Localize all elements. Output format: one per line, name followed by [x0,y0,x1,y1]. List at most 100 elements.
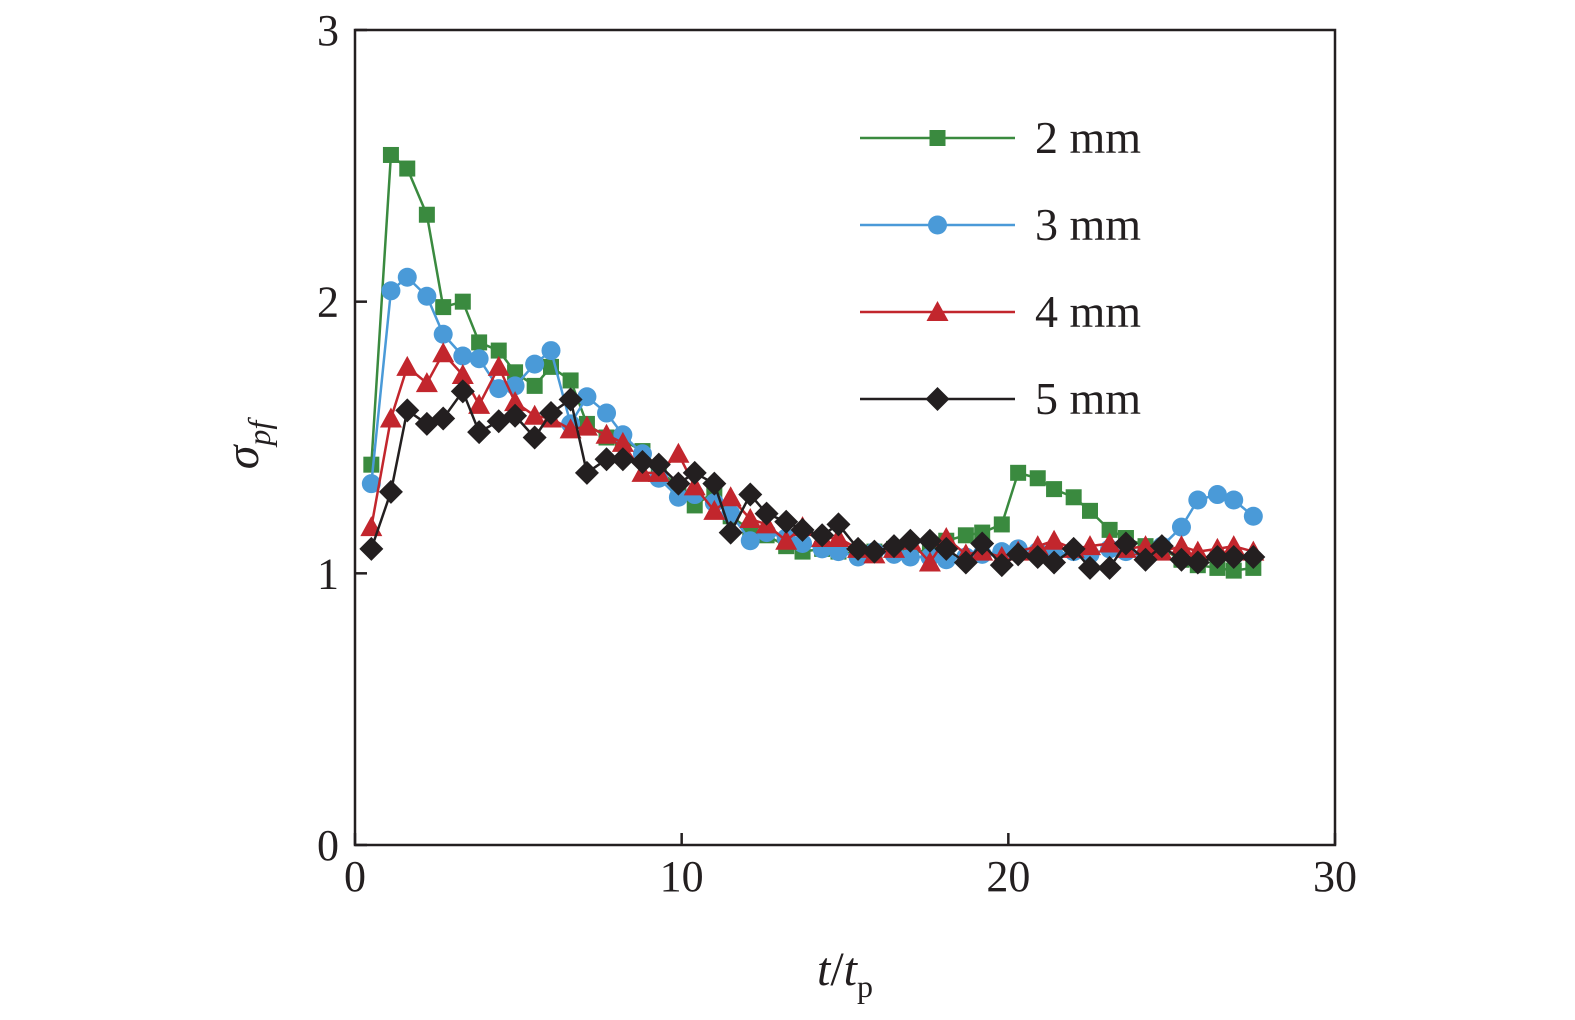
data-point [381,281,401,301]
data-point [827,527,850,548]
legend-marker [925,387,950,411]
data-point [1243,506,1263,526]
data-point [1170,535,1193,556]
data-point [703,499,726,520]
data-point [810,523,835,548]
data-point [1188,490,1208,510]
data-point [523,404,546,425]
data-point [539,401,563,426]
data-point [666,471,691,496]
data-point [775,529,798,550]
data-point [435,299,452,316]
data-point [1078,555,1102,580]
data-point [432,342,455,363]
data-point [1241,545,1266,570]
data-point [471,334,488,351]
data-point [453,346,473,366]
y-tick-label: 1 [317,549,339,598]
data-point [558,387,583,412]
data-point [1221,545,1246,570]
data-point [718,520,743,545]
legend-item: 4 mm [860,286,1141,337]
x-tick-label: 0 [344,852,366,901]
legend-label: 3 mm [1035,199,1141,250]
data-point [1225,562,1242,579]
x-tick-label: 10 [660,852,704,901]
data-point [490,342,507,359]
data-point [395,398,420,423]
data-point [1171,517,1191,537]
data-point [562,372,579,389]
data-point [431,406,456,431]
data-point [417,286,437,306]
legend-label: 5 mm [1035,373,1141,424]
data-point [595,423,618,444]
y-tick-label: 2 [317,278,339,327]
data-point [917,528,942,553]
data-point [702,471,727,496]
data-point [597,403,617,423]
data-point [594,447,619,472]
data-point [611,431,634,452]
data-point [433,324,453,344]
plot-frame [353,28,1337,847]
data-point [361,474,381,494]
legend-marker [929,130,946,146]
data-point [1065,489,1082,506]
data-point [1205,545,1230,570]
data-point [574,460,599,485]
data-point [467,420,492,445]
data-point [1046,481,1063,498]
legend: 2 mm 3 mm 4 mm 5 mm [860,112,1141,424]
legend-marker [928,215,947,235]
data-point [993,516,1010,533]
data-point [862,539,887,564]
data-point [469,349,489,369]
legend-marker [926,301,949,321]
data-point [1006,542,1031,567]
data-point [1042,550,1067,575]
data-point [378,479,403,504]
data-point [1134,535,1157,556]
data-point [667,442,690,463]
legend-item: 5 mm [860,373,1141,424]
data-point [682,460,707,485]
data-point [399,160,416,177]
data-point [774,509,799,534]
data-point [1061,536,1086,561]
data-point [668,487,688,507]
legend-label: 4 mm [1035,286,1141,337]
data-point [575,415,598,436]
data-point [382,146,399,163]
y-tick-label: 0 [317,821,339,870]
data-point [989,553,1014,578]
data-point [451,364,474,385]
data-point [957,527,974,544]
data-point [646,452,671,477]
data-point [1097,555,1122,580]
series-4 [359,379,1266,580]
data-point [359,536,384,561]
data-point [1082,502,1098,519]
data-point [719,486,742,507]
data-point [454,293,471,310]
data-point [739,508,762,528]
data-point [468,393,491,414]
data-point [504,391,527,412]
data-point [507,364,524,381]
x-axis-label: t/tp [817,943,873,1004]
x-tick-label: 30 [1313,852,1357,901]
data-point [541,341,561,361]
data-point [396,355,419,376]
data-point [846,536,871,561]
data-point [918,551,941,572]
data-point [1098,532,1121,553]
x-tick-label: 20 [986,852,1030,901]
data-point [793,533,813,553]
data-point [790,517,815,542]
data-point [1133,547,1158,572]
data-point [503,403,528,428]
data-point [683,475,706,496]
y-tick-label: 3 [317,6,339,55]
data-point [1029,470,1046,487]
